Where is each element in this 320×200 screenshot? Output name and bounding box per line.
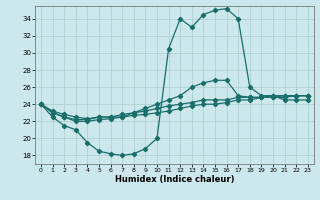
X-axis label: Humidex (Indice chaleur): Humidex (Indice chaleur) [115,175,234,184]
